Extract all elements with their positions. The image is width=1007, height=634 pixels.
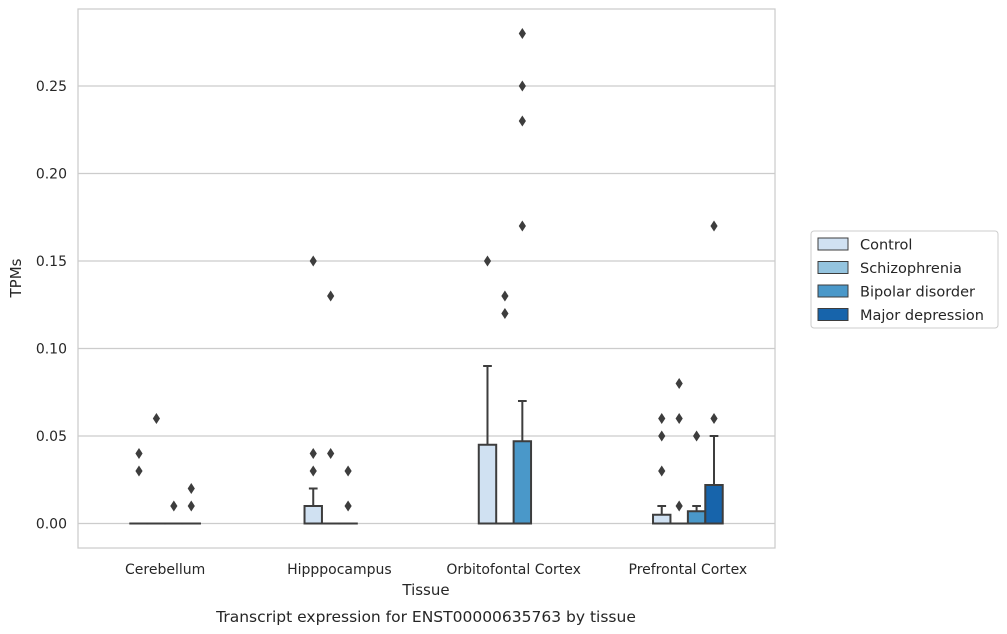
outlier-point (152, 413, 161, 424)
y-tick-label: 0.10 (36, 342, 67, 358)
box-control (477, 255, 498, 525)
box (652, 513, 672, 525)
y-axis-title: TPMs (7, 258, 25, 298)
outlier-point (658, 430, 666, 442)
outlier-point (135, 448, 143, 459)
box (477, 443, 498, 525)
outlier-point (692, 430, 701, 442)
outlier-point (675, 378, 683, 389)
outlier-point (518, 220, 526, 232)
y-tick-label: 0.15 (36, 254, 67, 270)
outlier-point (327, 448, 335, 459)
outlier-point (327, 290, 335, 302)
y-tick-label: 0.00 (36, 517, 67, 533)
legend-swatch (817, 261, 849, 274)
box-marks (129, 28, 724, 525)
box (303, 505, 323, 525)
y-ticks: 0.00 0.05 0.10 0.15 0.20 0.25 (36, 79, 67, 533)
legend: Control Schizophrenia Bipolar disorder Majo… (810, 230, 999, 329)
outlier-point (675, 500, 683, 512)
box-control (129, 448, 149, 525)
legend-label: Control (860, 238, 912, 254)
outlier-point (710, 220, 718, 232)
y-tick-label: 0.25 (36, 79, 67, 95)
outlier-point (501, 290, 509, 302)
x-axis-title: Tissue (401, 581, 449, 599)
legend-swatch (817, 237, 849, 251)
outlier-point (344, 465, 352, 477)
chart-caption: Transcript expression for ENST0000063576… (215, 608, 636, 626)
outlier-point (344, 500, 352, 512)
legend-label: Bipolar disorder (860, 285, 975, 301)
outlier-point (309, 448, 317, 459)
box-bipolar-disorder (686, 430, 707, 525)
x-ticks: Cerebellum Hipppocampus Orbitofontal Corte… (125, 562, 747, 578)
outlier-point (501, 308, 509, 319)
plot-area (78, 9, 775, 548)
box-control (652, 413, 672, 525)
box-bipolar-disorder (338, 465, 358, 525)
outlier-point (309, 465, 317, 477)
outlier-point (518, 28, 526, 39)
box-schizophrenia (669, 378, 689, 525)
x-tick-label: Hipppocampus (287, 562, 392, 578)
outlier-point (483, 255, 492, 267)
outlier-point (658, 413, 666, 424)
plot-frame (77, 8, 776, 549)
outlier-point (187, 500, 195, 512)
legend-frame (810, 230, 999, 329)
box (686, 510, 707, 525)
x-tick-label: Cerebellum (125, 562, 205, 578)
legend-label: Schizophrenia (860, 261, 962, 277)
box (704, 484, 724, 525)
outlier-point (518, 115, 526, 127)
box-bipolar-disorder (512, 28, 533, 525)
box-major-depression (181, 483, 201, 525)
outlier-point (518, 80, 526, 92)
outlier-point (710, 413, 718, 424)
y-tick-label: 0.20 (36, 167, 67, 183)
y-tick-label: 0.05 (36, 429, 67, 445)
outlier-point (187, 483, 195, 494)
legend-label: Major depression (860, 308, 984, 324)
outlier-point (675, 413, 683, 424)
x-tick-label: Orbitofontal Cortex (446, 562, 581, 578)
outlier-point (135, 465, 143, 477)
outlier-point (170, 500, 178, 512)
box-control (303, 255, 323, 525)
outlier-point (658, 465, 666, 477)
outlier-point (309, 255, 317, 267)
x-tick-label: Prefrontal Cortex (629, 562, 748, 578)
legend-swatch (817, 308, 849, 321)
legend-swatch (817, 284, 849, 298)
box (512, 440, 533, 525)
box-major-depression (704, 220, 724, 525)
